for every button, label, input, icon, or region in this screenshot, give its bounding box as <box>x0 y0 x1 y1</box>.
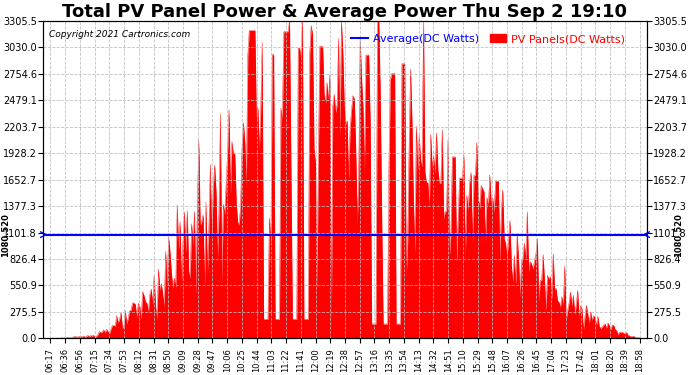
Title: Total PV Panel Power & Average Power Thu Sep 2 19:10: Total PV Panel Power & Average Power Thu… <box>63 3 627 21</box>
Text: Copyright 2021 Cartronics.com: Copyright 2021 Cartronics.com <box>49 30 190 39</box>
Text: 1080.520: 1080.520 <box>1 213 10 256</box>
Legend: Average(DC Watts), PV Panels(DC Watts): Average(DC Watts), PV Panels(DC Watts) <box>347 30 629 49</box>
Text: 1080.520: 1080.520 <box>674 213 683 256</box>
